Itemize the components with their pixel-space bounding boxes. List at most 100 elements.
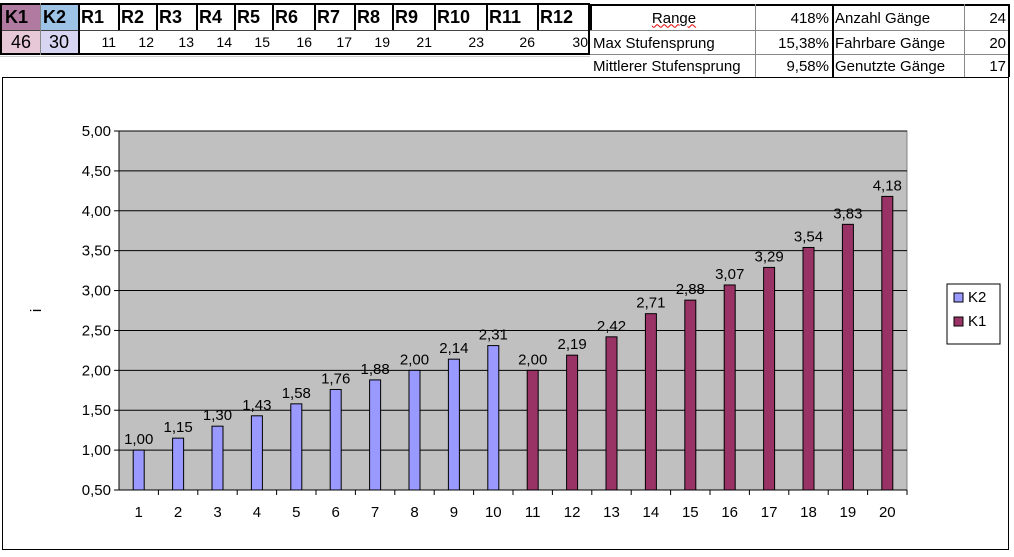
chart: 0,50 1,00 1,50 2,00 2,50 3,00 3,50 4,00 4,50 5,00… bbox=[28, 123, 1001, 521]
table-value-r6: 16 bbox=[296, 34, 312, 50]
data-label: 2,31 bbox=[479, 327, 508, 344]
data-label: 1,88 bbox=[360, 361, 389, 378]
x-tick-label: 20 bbox=[879, 504, 896, 521]
x-tick-label: 8 bbox=[410, 504, 418, 521]
x-tick-label: 15 bbox=[682, 504, 699, 521]
legend-swatch-k1 bbox=[953, 316, 964, 327]
legend-swatch-k2 bbox=[953, 292, 964, 303]
bar-k1 bbox=[644, 313, 657, 491]
gears-count-value: 24 bbox=[989, 9, 1006, 27]
y-tick-label: 4,50 bbox=[82, 163, 111, 180]
table-header-r1: R1 bbox=[81, 6, 105, 27]
range-value: 418% bbox=[790, 9, 829, 27]
table-value-k2: 30 bbox=[40, 30, 78, 54]
data-label: 2,88 bbox=[676, 281, 705, 298]
y-tick-label: 1,00 bbox=[82, 442, 111, 459]
mean-step-value: 9,58% bbox=[786, 57, 829, 75]
data-label: 2,19 bbox=[557, 336, 586, 353]
table-header-r8: R8 bbox=[357, 6, 381, 27]
legend-label-k1: K1 bbox=[968, 313, 986, 330]
rideable-gears-value: 20 bbox=[989, 34, 1006, 52]
data-label: 2,00 bbox=[400, 351, 429, 368]
data-label: 4,18 bbox=[873, 177, 902, 194]
table-header-r5: R5 bbox=[237, 6, 261, 27]
y-tick-label: 2,00 bbox=[82, 362, 111, 379]
y-tick-label: 3,50 bbox=[82, 243, 111, 260]
table-value-r11: 26 bbox=[519, 34, 535, 50]
used-gears-label: Genutzte Gänge bbox=[835, 57, 946, 75]
bar-k2 bbox=[250, 415, 263, 491]
table-value-k1: 46 bbox=[2, 30, 40, 54]
table-header-r10: R10 bbox=[437, 6, 471, 27]
chart-area: 0,50 1,00 1,50 2,00 2,50 3,00 3,50 4,00 4,50 5,00… bbox=[2, 77, 1009, 550]
x-tick-label: 11 bbox=[525, 504, 541, 521]
bar-k2 bbox=[172, 437, 185, 491]
data-label: 1,15 bbox=[163, 419, 192, 436]
x-tick-label: 14 bbox=[643, 504, 660, 521]
table-header-k1: K1 bbox=[2, 4, 40, 30]
y-tick-label: 5,00 bbox=[82, 123, 111, 140]
data-label: 3,83 bbox=[833, 205, 862, 222]
max-step-value: 15,38% bbox=[778, 34, 829, 52]
plot-area bbox=[118, 130, 908, 491]
table-header-r4: R4 bbox=[199, 6, 223, 27]
x-tick-label: 7 bbox=[371, 504, 379, 521]
table-value-r12: 30 bbox=[572, 34, 588, 50]
x-tick-label: 18 bbox=[800, 504, 817, 521]
x-tick-label: 9 bbox=[450, 504, 458, 521]
table-value-r3: 13 bbox=[178, 34, 194, 50]
table-header-r12: R12 bbox=[540, 6, 574, 27]
bar-k1 bbox=[881, 195, 894, 491]
y-tick-label: 0,50 bbox=[82, 482, 111, 499]
y-tick-label: 3,00 bbox=[82, 283, 111, 300]
y-tick-label: 1,50 bbox=[82, 402, 111, 419]
x-tick-label: 10 bbox=[485, 504, 502, 521]
data-label: 2,71 bbox=[636, 295, 665, 312]
bar-k1 bbox=[802, 246, 815, 491]
mean-step-label: Mittlerer Stufensprung bbox=[593, 57, 741, 75]
table-value-r5: 15 bbox=[254, 34, 270, 50]
bar-k1 bbox=[841, 223, 854, 491]
table-header-r6: R6 bbox=[275, 6, 299, 27]
table-value-r1: 11 bbox=[101, 34, 116, 50]
x-tick-label: 19 bbox=[840, 504, 857, 521]
data-label: 3,54 bbox=[794, 228, 823, 245]
y-tick-label: 2,50 bbox=[82, 322, 111, 339]
data-label: 2,14 bbox=[439, 340, 468, 357]
table-header-k2: K2 bbox=[40, 4, 78, 30]
table-value-r8: 19 bbox=[374, 34, 390, 50]
bar-k2 bbox=[487, 345, 500, 491]
data-label: 3,07 bbox=[715, 266, 744, 283]
table-value-r2: 12 bbox=[138, 34, 154, 50]
table-value-r10: 23 bbox=[468, 34, 484, 50]
rideable-gears-label: Fahrbare Gänge bbox=[835, 34, 946, 52]
data-label: 2,00 bbox=[518, 351, 547, 368]
y-tick-label: 4,00 bbox=[82, 203, 111, 220]
used-gears-value: 17 bbox=[989, 57, 1006, 75]
range-label: Range bbox=[651, 9, 697, 27]
table-value-r4: 14 bbox=[216, 34, 232, 50]
max-step-label: Max Stufensprung bbox=[593, 34, 715, 52]
x-tick-label: 16 bbox=[721, 504, 738, 521]
bar-k1 bbox=[723, 284, 736, 491]
table-header-r11: R11 bbox=[489, 6, 522, 27]
legend-label-k2: K2 bbox=[968, 289, 986, 306]
data-label: 1,30 bbox=[203, 407, 232, 424]
bar-k2 bbox=[408, 369, 421, 491]
data-label: 1,43 bbox=[242, 397, 271, 414]
x-tick-label: 12 bbox=[564, 504, 581, 521]
x-tick-label: 5 bbox=[292, 504, 300, 521]
table-value-r9: 21 bbox=[416, 34, 432, 50]
bar-k2 bbox=[369, 379, 382, 491]
table-value-r7: 17 bbox=[336, 34, 352, 50]
bar-k1 bbox=[526, 369, 539, 491]
x-tick-label: 17 bbox=[761, 504, 778, 521]
bar-k1 bbox=[605, 336, 618, 491]
bar-k1 bbox=[566, 354, 579, 491]
bar-k2 bbox=[290, 403, 303, 491]
gears-count-label: Anzahl Gänge bbox=[835, 9, 931, 27]
bar-k1 bbox=[763, 266, 776, 491]
bar-k2 bbox=[211, 425, 224, 491]
data-label: 2,42 bbox=[597, 318, 626, 335]
bar-k2 bbox=[132, 449, 145, 491]
